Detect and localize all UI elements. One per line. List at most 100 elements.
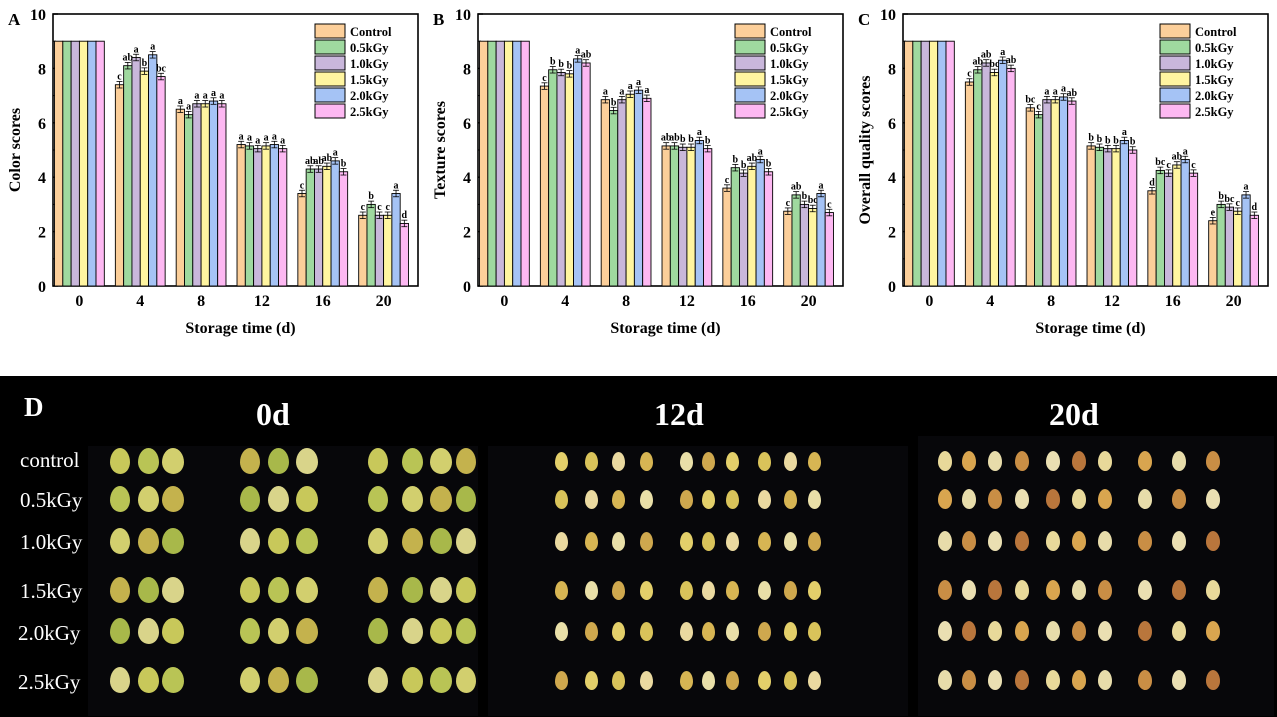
bar-1-0kgy-0: [495, 40, 505, 287]
bean-image: [988, 451, 1002, 471]
bar-2-0kgy-4: [998, 59, 1008, 287]
x-tick-label: 0: [75, 293, 83, 310]
bar-2-0kgy-12: [694, 140, 704, 287]
bar-0-5kgy-20: [1216, 203, 1226, 287]
legend-label: 1.0kGy: [1195, 57, 1234, 71]
bean-image: [962, 489, 976, 509]
bean-image: [555, 670, 568, 690]
bar-2-0kgy-16: [1180, 159, 1190, 287]
bean-image: [1072, 489, 1086, 509]
bean-image: [962, 621, 976, 641]
bean-image: [1072, 621, 1086, 641]
bean-image: [268, 528, 289, 554]
bar-1-5kgy-8: [625, 93, 635, 287]
panel-label: C: [858, 10, 870, 29]
bean-image: [1138, 531, 1152, 551]
bean-image: [962, 531, 976, 551]
legend-swatch: [314, 103, 346, 119]
bar-0-5kgy-12: [244, 145, 255, 287]
bean-image: [938, 580, 952, 600]
bean-image: [680, 621, 693, 641]
bean-image: [1172, 580, 1186, 600]
bar-control-0: [904, 40, 914, 287]
bean-image: [680, 489, 693, 509]
bar-1-5kgy-16: [1172, 164, 1182, 287]
bean-image: [758, 531, 771, 551]
legend-swatch: [1159, 55, 1191, 71]
bar-2-0kgy-4: [148, 54, 158, 287]
y-axis-label: Color scores: [7, 108, 24, 192]
x-axis-label: Storage time (d): [610, 320, 720, 337]
bar-1-0kgy-4: [556, 72, 566, 287]
bean-image: [555, 451, 568, 471]
bean-image: [1015, 621, 1029, 641]
bean-image: [702, 489, 715, 509]
bar-2-0kgy-4: [573, 58, 583, 287]
bar-1-0kgy-12: [678, 146, 688, 287]
significance-letter: b: [688, 134, 694, 145]
bar-1-0kgy-4: [131, 57, 141, 287]
bar-1-0kgy-20: [374, 214, 385, 287]
bean-image: [240, 577, 260, 603]
x-tick-label: 4: [136, 293, 144, 310]
time-label-20d: 20d: [1049, 396, 1099, 432]
legend-label: 1.5kGy: [1195, 73, 1234, 87]
legend-swatch: [734, 71, 766, 87]
bar-1-5kgy-16: [747, 165, 757, 287]
bar-2-5kgy-20: [399, 222, 409, 287]
bean-image: [988, 531, 1002, 551]
bean-image: [640, 451, 653, 471]
bar-2-0kgy-0: [87, 40, 97, 287]
bean-image: [938, 531, 952, 551]
bean-image: [726, 621, 739, 641]
bean-image: [808, 621, 821, 641]
bean-image: [162, 577, 184, 603]
significance-letter: e: [1211, 207, 1216, 218]
y-tick-label: 8: [463, 61, 471, 78]
bar-2-5kgy-0: [95, 40, 105, 287]
significance-letter: c: [1236, 198, 1241, 209]
significance-letter: ab: [973, 56, 984, 67]
bean-image: [640, 531, 653, 551]
bar-control-16: [297, 193, 307, 287]
bean-image: [296, 528, 318, 554]
bar-0-5kgy-0: [62, 40, 72, 287]
legend-swatch: [314, 71, 346, 87]
bean-image: [268, 448, 289, 474]
significance-letter: b: [368, 191, 374, 202]
chart-c: C 0 2 4 6 8 10 Overall quality scores Storage ti…: [850, 0, 1276, 345]
significance-letter: b: [680, 134, 686, 145]
significance-letter: a: [575, 46, 580, 57]
bean-image: [456, 618, 476, 644]
bar-1-0kgy-12: [1103, 148, 1113, 287]
significance-letter: d: [1252, 202, 1258, 213]
bar-control-12: [236, 144, 246, 287]
bar-1-5kgy-20: [383, 214, 393, 287]
legend-swatch: [1159, 23, 1191, 39]
bean-image: [1015, 670, 1029, 690]
photo-20d: [918, 436, 1274, 716]
bean-image: [1098, 531, 1112, 551]
bean-image: [640, 621, 653, 641]
bean-image: [555, 531, 568, 551]
legend-swatch: [1159, 103, 1191, 119]
bar-2-5kgy-0: [945, 40, 955, 287]
legend-swatch: [734, 39, 766, 55]
bean-image: [138, 667, 159, 693]
bean-image: [138, 486, 159, 512]
bean-image: [640, 489, 653, 509]
bar-2-5kgy-0: [520, 40, 530, 287]
bar-control-4: [964, 81, 975, 287]
bean-image: [726, 489, 739, 509]
bean-image: [640, 580, 653, 600]
significance-letter: a: [272, 131, 277, 142]
significance-letter: ab: [1172, 152, 1183, 163]
bean-image: [162, 528, 184, 554]
significance-letter: bc: [1155, 157, 1166, 168]
bar-control-8: [175, 108, 185, 287]
bean-image: [1138, 670, 1152, 690]
x-tick-label: 8: [622, 293, 630, 310]
significance-letter: a: [636, 77, 641, 88]
x-tick-label: 16: [315, 293, 331, 310]
bar-2-5kgy-16: [1188, 172, 1199, 287]
